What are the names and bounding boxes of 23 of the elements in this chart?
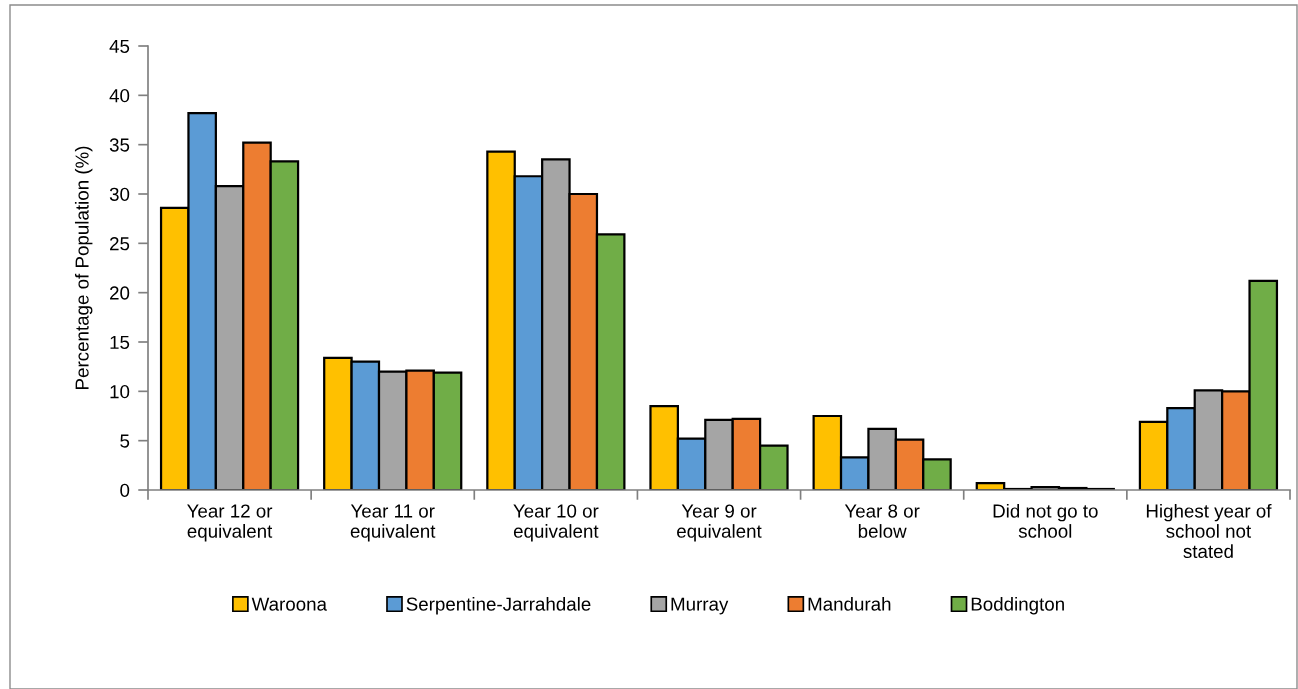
- y-tick-label: 10: [110, 385, 130, 399]
- y-tick-label: 30: [109, 187, 130, 201]
- legend-label: Boddington: [971, 596, 1064, 615]
- x-tick-label: Year 10 or equivalent: [513, 504, 599, 542]
- x-tick-label: Did not go to school: [993, 503, 1098, 538]
- y-tick-label: 45: [109, 39, 130, 53]
- legend-label: Mandurah: [808, 596, 891, 611]
- x-tick-label: Year 8 or below: [844, 504, 920, 538]
- y-tick-label: 5: [120, 434, 130, 448]
- y-tick-label: 20: [110, 286, 130, 300]
- y-tick-label: 25: [110, 237, 130, 251]
- legend-label: Serpentine-Jarrahdale: [406, 596, 591, 615]
- x-tick-label: Highest year of school not stated: [1146, 503, 1272, 559]
- x-tick-label: Year 12 or equivalent: [187, 504, 273, 542]
- y-tick-label: 0: [120, 483, 130, 497]
- legend-label: Murray: [671, 597, 729, 615]
- y-tick-label: 35: [109, 138, 130, 152]
- y-tick-label: 15: [110, 335, 130, 349]
- x-tick-label: Year 11 or equivalent: [350, 504, 436, 542]
- y-axis-title: Percentage of Population (%): [74, 146, 93, 389]
- legend-label: Waroona: [251, 597, 327, 611]
- y-tick-label: 40: [109, 89, 130, 103]
- x-tick-label: Year 9 or equivalent: [677, 504, 762, 542]
